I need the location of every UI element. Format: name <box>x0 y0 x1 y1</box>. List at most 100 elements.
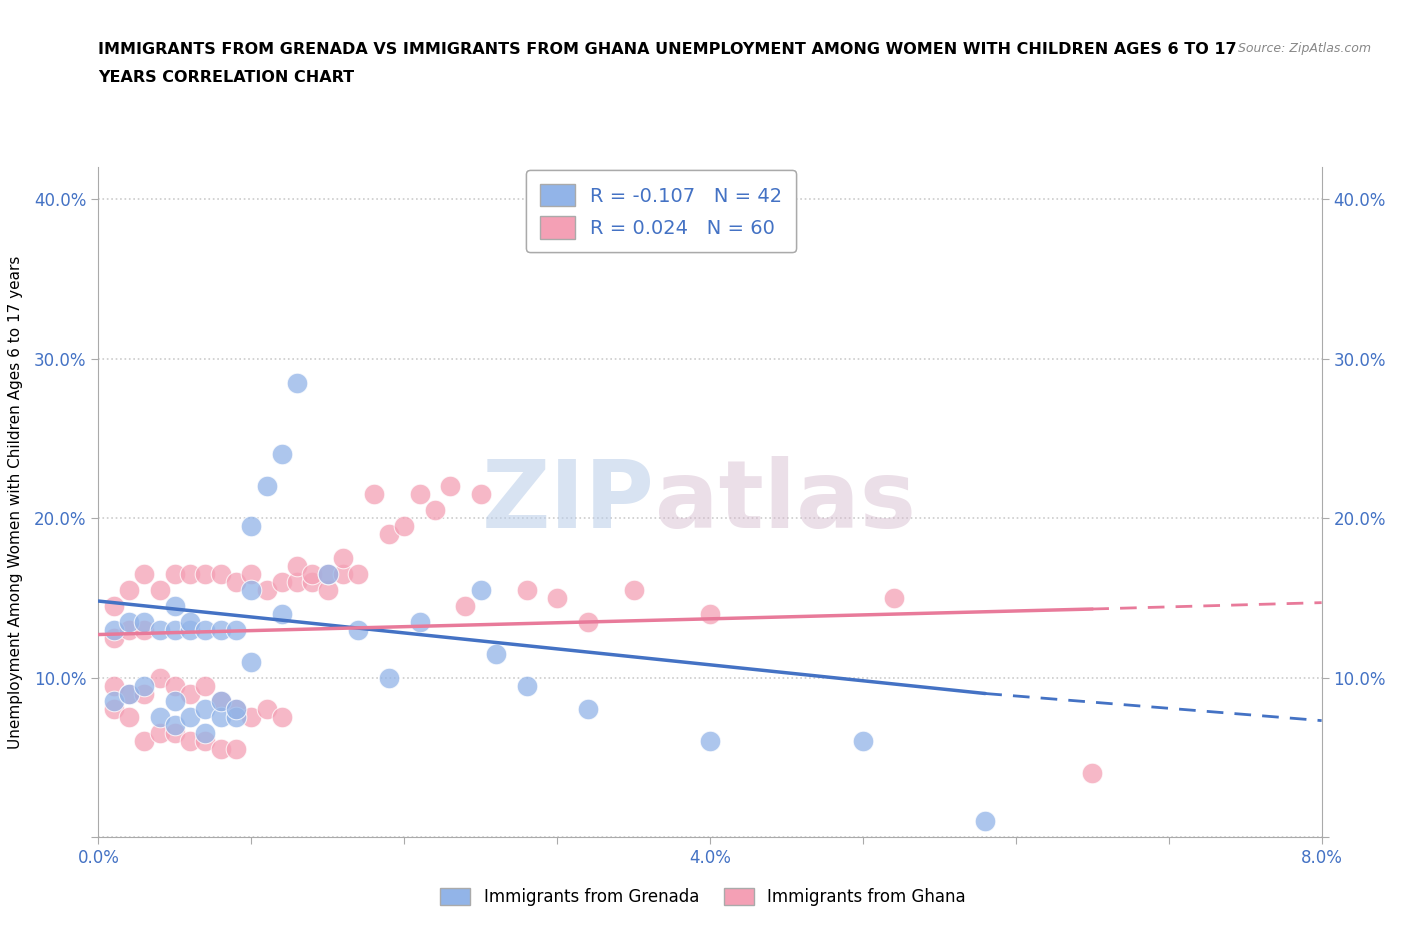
Point <box>347 566 370 581</box>
Point <box>225 702 247 717</box>
Point <box>470 582 492 597</box>
Point <box>423 503 446 518</box>
Point <box>1081 765 1104 780</box>
Point <box>485 646 508 661</box>
Point <box>408 486 430 501</box>
Legend: R = -0.107   N = 42, R = 0.024   N = 60: R = -0.107 N = 42, R = 0.024 N = 60 <box>526 170 796 252</box>
Point <box>134 622 156 637</box>
Point <box>118 615 141 630</box>
Point <box>256 582 278 597</box>
Point <box>270 710 294 724</box>
Point <box>316 582 339 597</box>
Point <box>225 742 247 757</box>
Text: YEARS CORRELATION CHART: YEARS CORRELATION CHART <box>98 70 354 85</box>
Point <box>194 726 217 741</box>
Point <box>378 526 401 541</box>
Point <box>225 575 247 590</box>
Point <box>270 447 294 462</box>
Point <box>209 694 232 709</box>
Point <box>103 622 125 637</box>
Point <box>225 702 247 717</box>
Point <box>546 591 568 605</box>
Point <box>149 671 172 685</box>
Point <box>392 519 416 534</box>
Point <box>179 686 201 701</box>
Point <box>225 710 247 724</box>
Point <box>256 479 278 494</box>
Point <box>179 734 201 749</box>
Point <box>301 566 323 581</box>
Point <box>209 694 232 709</box>
Point <box>225 622 247 637</box>
Point <box>974 814 997 829</box>
Point <box>576 702 599 717</box>
Point <box>240 566 263 581</box>
Point <box>363 486 385 501</box>
Point <box>118 582 141 597</box>
Point <box>209 742 232 757</box>
Point <box>256 702 278 717</box>
Point <box>179 566 201 581</box>
Point <box>209 622 232 637</box>
Point <box>194 734 217 749</box>
Point <box>576 615 599 630</box>
Point <box>149 710 172 724</box>
Point <box>240 654 263 669</box>
Point <box>316 566 339 581</box>
Point <box>134 678 156 693</box>
Point <box>240 519 263 534</box>
Point <box>134 734 156 749</box>
Point <box>194 678 217 693</box>
Point <box>883 591 905 605</box>
Point <box>240 582 263 597</box>
Point <box>149 582 172 597</box>
Point <box>285 559 308 574</box>
Text: ZIP: ZIP <box>482 457 655 548</box>
Point <box>516 678 538 693</box>
Point <box>699 734 721 749</box>
Point <box>332 551 354 565</box>
Point <box>194 702 217 717</box>
Point <box>378 671 401 685</box>
Point <box>194 566 217 581</box>
Point <box>179 622 201 637</box>
Point <box>163 726 186 741</box>
Point <box>118 710 141 724</box>
Point <box>134 615 156 630</box>
Point <box>163 678 186 693</box>
Point <box>301 575 323 590</box>
Point <box>134 566 156 581</box>
Point <box>852 734 875 749</box>
Point <box>179 615 201 630</box>
Point <box>103 678 125 693</box>
Point <box>118 686 141 701</box>
Text: atlas: atlas <box>655 457 915 548</box>
Point <box>103 631 125 645</box>
Point <box>699 606 721 621</box>
Point <box>163 694 186 709</box>
Point <box>285 575 308 590</box>
Point <box>454 598 477 613</box>
Point <box>240 710 263 724</box>
Point <box>285 375 308 390</box>
Point <box>516 582 538 597</box>
Point <box>163 718 186 733</box>
Point <box>134 686 156 701</box>
Point <box>209 710 232 724</box>
Point <box>408 615 430 630</box>
Point <box>163 598 186 613</box>
Legend: Immigrants from Grenada, Immigrants from Ghana: Immigrants from Grenada, Immigrants from… <box>433 881 973 912</box>
Point <box>209 566 232 581</box>
Point <box>118 622 141 637</box>
Point <box>103 694 125 709</box>
Point <box>163 622 186 637</box>
Y-axis label: Unemployment Among Women with Children Ages 6 to 17 years: Unemployment Among Women with Children A… <box>8 256 22 749</box>
Point <box>470 486 492 501</box>
Point <box>316 566 339 581</box>
Point <box>163 566 186 581</box>
Point <box>103 598 125 613</box>
Point <box>149 622 172 637</box>
Point <box>179 710 201 724</box>
Point <box>270 606 294 621</box>
Point <box>332 566 354 581</box>
